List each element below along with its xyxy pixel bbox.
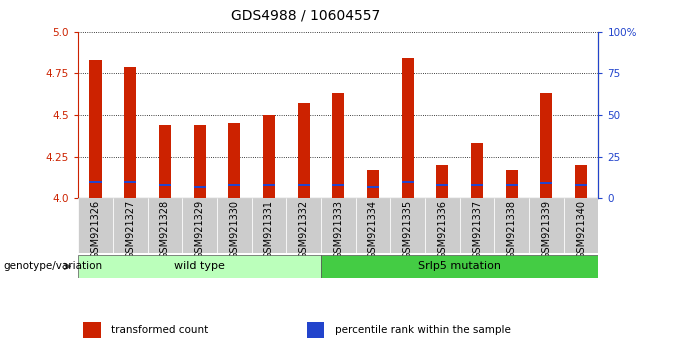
Bar bbox=[263, 184, 275, 186]
Text: percentile rank within the sample: percentile rank within the sample bbox=[335, 325, 511, 335]
Bar bbox=[506, 184, 517, 186]
Bar bbox=[124, 181, 136, 183]
Text: genotype/variation: genotype/variation bbox=[3, 261, 103, 272]
Bar bbox=[182, 198, 217, 253]
Bar bbox=[402, 58, 413, 198]
Bar bbox=[471, 143, 483, 198]
Bar bbox=[333, 93, 344, 198]
Bar bbox=[425, 198, 460, 253]
Text: GSM921329: GSM921329 bbox=[194, 200, 205, 259]
Text: GSM921330: GSM921330 bbox=[229, 200, 239, 259]
Bar bbox=[321, 255, 598, 278]
Text: transformed count: transformed count bbox=[111, 325, 208, 335]
Bar bbox=[506, 170, 517, 198]
Bar bbox=[298, 184, 309, 186]
Text: GSM921332: GSM921332 bbox=[299, 200, 309, 259]
Bar bbox=[402, 181, 413, 183]
Text: GSM921331: GSM921331 bbox=[264, 200, 274, 259]
Bar bbox=[78, 198, 113, 253]
Bar bbox=[333, 184, 344, 186]
Text: GSM921327: GSM921327 bbox=[125, 200, 135, 259]
Text: GSM921337: GSM921337 bbox=[472, 200, 482, 259]
Bar bbox=[159, 184, 171, 186]
Bar bbox=[460, 198, 494, 253]
Bar bbox=[541, 93, 552, 198]
Bar bbox=[217, 198, 252, 253]
Bar bbox=[90, 181, 101, 183]
Bar bbox=[90, 60, 101, 198]
Text: wild type: wild type bbox=[174, 261, 225, 272]
Bar bbox=[307, 322, 324, 338]
Bar bbox=[252, 198, 286, 253]
Bar bbox=[471, 184, 483, 186]
Text: GSM921333: GSM921333 bbox=[333, 200, 343, 259]
Text: GSM921328: GSM921328 bbox=[160, 200, 170, 259]
Text: GSM921340: GSM921340 bbox=[576, 200, 586, 259]
Bar bbox=[124, 67, 136, 198]
Bar bbox=[148, 198, 182, 253]
Text: GSM921335: GSM921335 bbox=[403, 200, 413, 259]
Bar bbox=[228, 184, 240, 186]
Bar bbox=[356, 198, 390, 253]
Bar bbox=[367, 170, 379, 198]
Bar bbox=[286, 198, 321, 253]
Bar bbox=[228, 123, 240, 198]
Text: GDS4988 / 10604557: GDS4988 / 10604557 bbox=[231, 9, 381, 23]
Bar bbox=[390, 198, 425, 253]
Bar bbox=[263, 115, 275, 198]
Bar bbox=[437, 184, 448, 186]
Text: GSM921338: GSM921338 bbox=[507, 200, 517, 259]
Bar bbox=[529, 198, 564, 253]
Bar bbox=[113, 198, 148, 253]
Text: GSM921334: GSM921334 bbox=[368, 200, 378, 259]
Bar bbox=[575, 165, 587, 198]
Bar bbox=[78, 255, 321, 278]
Text: GSM921336: GSM921336 bbox=[437, 200, 447, 259]
Bar bbox=[367, 185, 379, 188]
Bar bbox=[298, 103, 309, 198]
Bar bbox=[84, 322, 101, 338]
Bar bbox=[564, 198, 598, 253]
Bar bbox=[494, 198, 529, 253]
Bar bbox=[437, 165, 448, 198]
Bar bbox=[159, 125, 171, 198]
Bar bbox=[321, 198, 356, 253]
Text: GSM921326: GSM921326 bbox=[90, 200, 101, 259]
Text: GSM921339: GSM921339 bbox=[541, 200, 551, 259]
Bar bbox=[194, 185, 205, 188]
Bar bbox=[194, 125, 205, 198]
Text: Srlp5 mutation: Srlp5 mutation bbox=[418, 261, 501, 272]
Bar bbox=[541, 182, 552, 184]
Bar bbox=[575, 184, 587, 186]
